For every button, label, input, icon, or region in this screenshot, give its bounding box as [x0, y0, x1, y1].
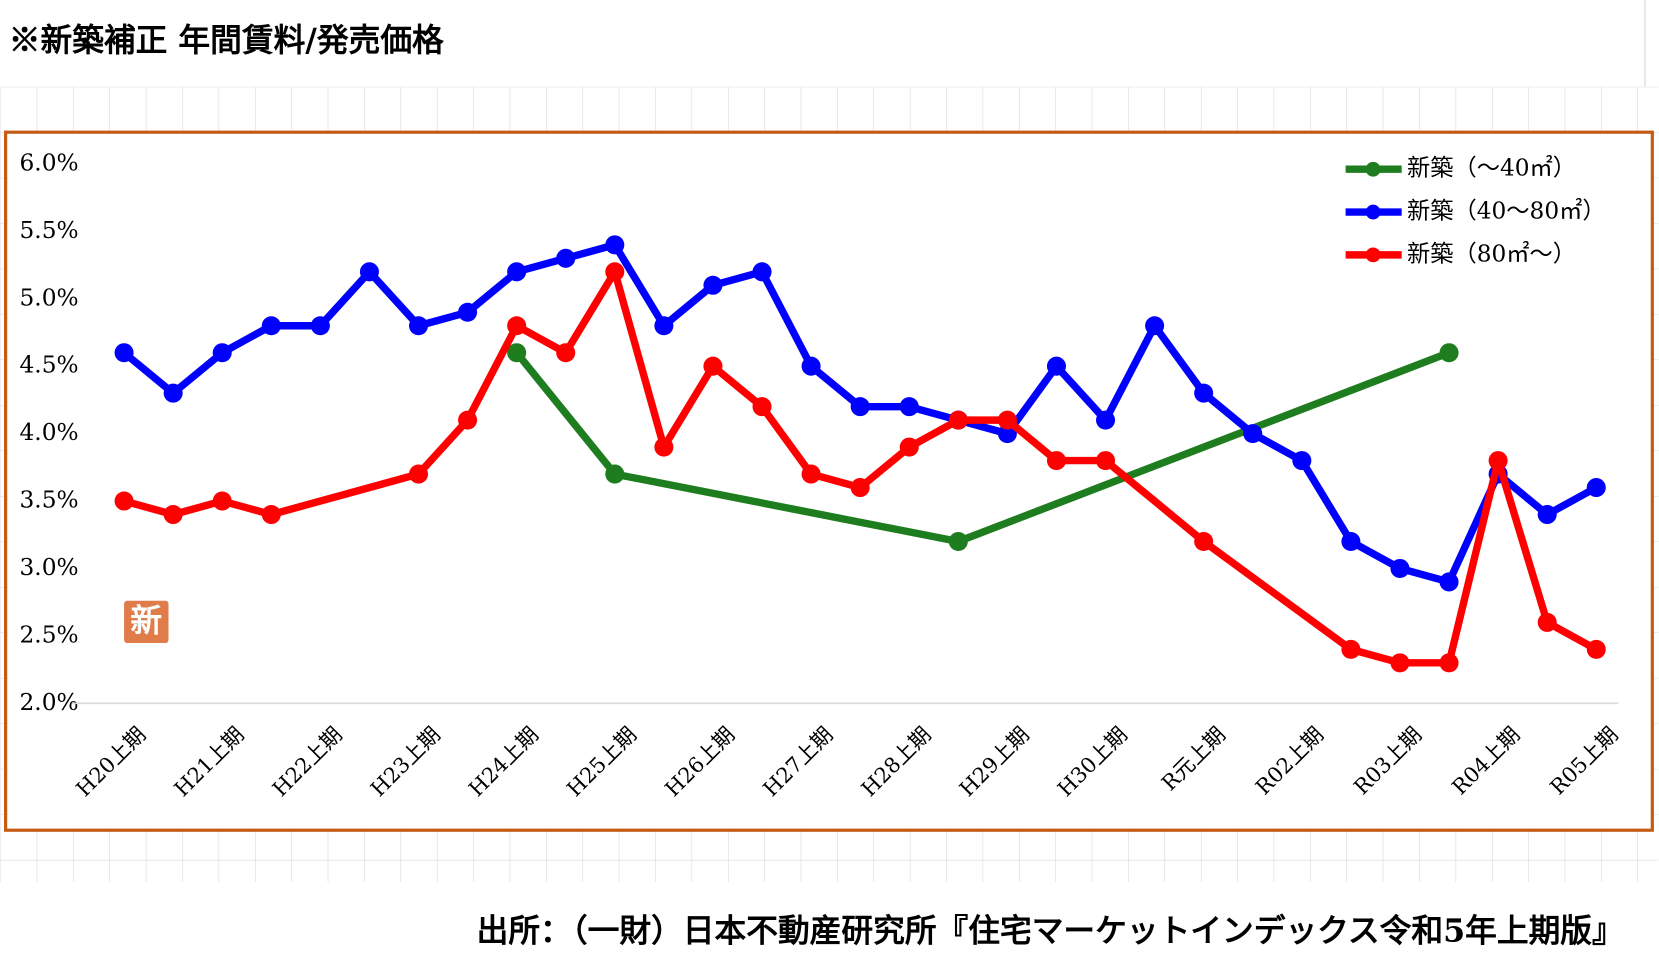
data-point [1439, 343, 1459, 363]
data-point [899, 397, 919, 417]
data-point [1292, 451, 1312, 471]
data-point [752, 397, 772, 417]
data-point [801, 356, 821, 376]
y-tick-label: 3.5% [20, 487, 79, 514]
data-point [605, 262, 625, 282]
y-tick-label: 4.0% [20, 419, 79, 446]
y-tick-label: 2.0% [20, 689, 79, 716]
data-point [556, 343, 576, 363]
data-point [703, 275, 723, 295]
page-title: ※新築補正 年間賃料/発売価格 [9, 22, 444, 59]
data-point [1439, 572, 1459, 592]
data-point [1096, 451, 1116, 471]
data-point [556, 248, 576, 268]
legend-label: 新築（～40㎡） [1407, 155, 1576, 182]
data-point [899, 437, 919, 457]
data-point [1145, 316, 1165, 336]
data-point [997, 424, 1017, 444]
data-point [1046, 451, 1066, 471]
data-point [1341, 639, 1361, 659]
data-point [507, 343, 527, 363]
data-point [458, 410, 478, 430]
data-point [408, 464, 429, 484]
data-point [408, 316, 429, 336]
data-point [1194, 383, 1214, 403]
y-tick-label: 5.0% [20, 284, 79, 311]
data-point [948, 410, 968, 430]
legend-marker [1365, 247, 1381, 263]
data-point [114, 343, 134, 363]
data-point [1341, 531, 1361, 552]
data-point [507, 316, 527, 336]
data-point [359, 262, 379, 282]
data-point [212, 343, 232, 363]
data-point [801, 464, 821, 484]
data-point [212, 491, 232, 511]
legend-marker [1365, 204, 1381, 220]
data-point [997, 410, 1017, 430]
data-point [1586, 639, 1606, 659]
data-point [114, 491, 134, 511]
y-tick-label: 3.0% [20, 554, 79, 581]
y-tick-label: 5.5% [20, 217, 79, 244]
data-point [507, 262, 527, 282]
data-point [1243, 424, 1263, 444]
y-tick-label: 4.5% [20, 352, 79, 379]
data-point [605, 464, 625, 484]
badge: 新 [130, 602, 162, 639]
data-point [850, 397, 870, 417]
badge-bg [124, 600, 169, 644]
data-point [654, 316, 674, 336]
data-point [605, 235, 625, 255]
data-point [1537, 505, 1557, 525]
data-point [261, 505, 281, 525]
legend-label: 新築（80㎡～） [1407, 240, 1576, 267]
source-note: 出所：（一財）日本不動産研究所『住宅マーケットインデックス令和5年上期版』 [477, 912, 1624, 949]
data-point [1046, 356, 1066, 376]
data-point [1390, 558, 1410, 578]
data-point [703, 356, 723, 376]
data-point [1537, 612, 1557, 632]
data-point [1586, 478, 1606, 498]
data-point [850, 478, 870, 498]
series-line [513, 349, 1451, 546]
data-point [1488, 451, 1508, 471]
y-tick-label: 2.5% [20, 621, 79, 648]
data-point [948, 531, 968, 552]
data-point [163, 383, 183, 403]
legend-marker [1365, 161, 1381, 177]
data-point [654, 437, 674, 457]
data-point [1096, 410, 1116, 430]
data-point [1390, 653, 1410, 673]
data-point [310, 316, 330, 336]
data-point [261, 316, 281, 336]
data-point [458, 302, 478, 322]
data-point [752, 262, 772, 282]
legend-label: 新築（40～80㎡） [1407, 198, 1606, 225]
y-tick-label: 6.0% [20, 149, 79, 176]
data-point [1194, 531, 1214, 552]
data-point [1439, 653, 1459, 673]
data-point [163, 505, 183, 525]
